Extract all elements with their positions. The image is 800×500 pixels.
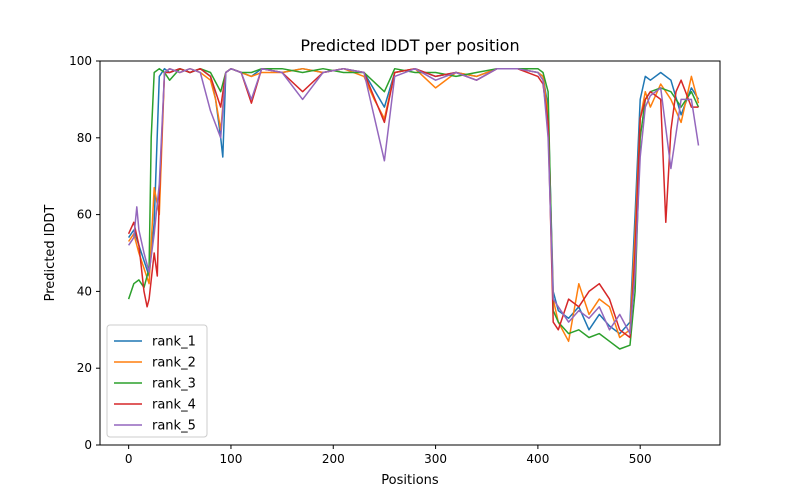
y-tick-label: 80 xyxy=(77,131,92,145)
x-axis: 0 100 200 300 400 500 xyxy=(125,445,652,466)
series-line-rank-2 xyxy=(127,67,700,343)
series-line-rank-4 xyxy=(127,67,699,339)
x-tick-label: 400 xyxy=(526,452,549,466)
legend-label-rank-3: rank_3 xyxy=(152,377,196,392)
series-line-rank-3 xyxy=(127,67,700,350)
y-tick-label: 20 xyxy=(77,361,92,375)
chart-title: Predicted lDDT per position xyxy=(300,36,519,55)
legend: rank_1 rank_2 rank_3 rank_4 rank_5 xyxy=(106,324,208,438)
y-axis: 0 20 40 60 80 100 xyxy=(69,54,100,452)
series-line-rank-5 xyxy=(127,67,700,335)
x-tick-label: 200 xyxy=(322,452,345,466)
x-tick-label: 0 xyxy=(125,452,133,466)
x-tick-label: 100 xyxy=(220,452,243,466)
x-tick-label: 300 xyxy=(424,452,447,466)
y-tick-label: 100 xyxy=(69,54,92,68)
y-tick-label: 60 xyxy=(77,208,92,222)
plot-lines xyxy=(127,67,700,350)
y-tick-label: 40 xyxy=(77,284,92,298)
y-tick-label: 0 xyxy=(84,438,92,452)
legend-label-rank-5: rank_5 xyxy=(152,419,196,434)
legend-box xyxy=(106,324,208,438)
legend-label-rank-4: rank_4 xyxy=(152,398,196,413)
x-axis-label: Positions xyxy=(381,473,439,488)
series-line-rank-1 xyxy=(127,67,700,335)
legend-label-rank-2: rank_2 xyxy=(152,356,196,371)
x-tick-label: 500 xyxy=(629,452,652,466)
plot-area-frame xyxy=(99,60,721,446)
legend-label-rank-1: rank_1 xyxy=(152,335,196,350)
y-axis-label: Predicted lDDT xyxy=(43,205,58,302)
